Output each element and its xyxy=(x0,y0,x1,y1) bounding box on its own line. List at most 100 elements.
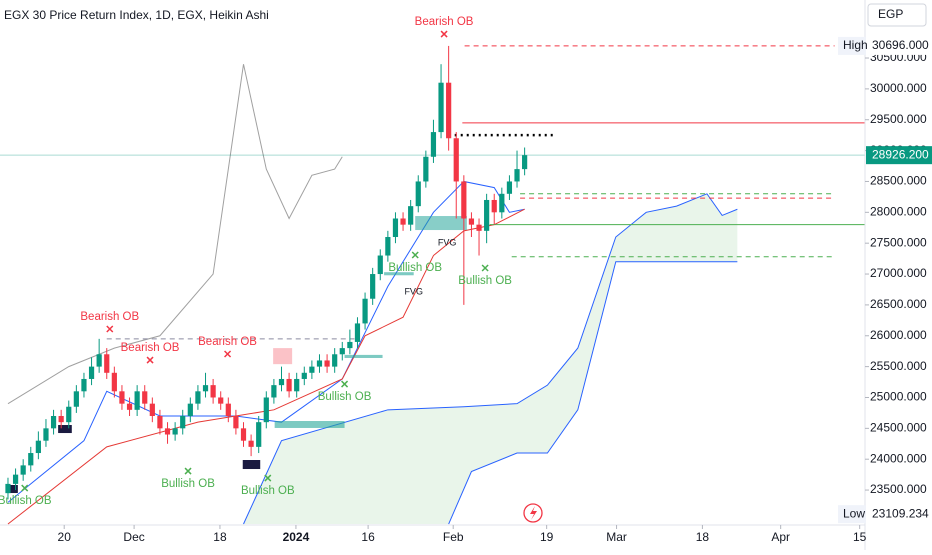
y-tick-label: 28500.000 xyxy=(870,174,927,188)
candle-body xyxy=(210,385,216,398)
candle-body xyxy=(50,416,57,429)
candle-body xyxy=(415,181,421,207)
candle-body xyxy=(66,406,72,423)
last-box xyxy=(866,146,932,165)
annotation: Bearish OB xyxy=(415,16,474,28)
annotation: FVG xyxy=(438,237,457,247)
candle-body xyxy=(514,169,520,182)
event-icon[interactable] xyxy=(523,503,543,523)
annotation: Bullish OB xyxy=(458,275,512,287)
x-tick-label: 18 xyxy=(696,530,710,544)
candle-body xyxy=(476,224,482,231)
candle-body xyxy=(248,440,254,447)
y-tick-label: 24000.000 xyxy=(870,451,927,465)
candle-body xyxy=(218,397,224,404)
candle-body xyxy=(377,255,383,275)
y-tick-label: 23500.000 xyxy=(870,482,927,496)
zone xyxy=(242,460,261,470)
low-name-box xyxy=(838,505,866,524)
candle-body xyxy=(324,360,330,367)
y-tick-label: 30000.000 xyxy=(870,81,927,95)
x-tick-label: Feb xyxy=(443,530,464,544)
ob-marker xyxy=(146,356,154,364)
zone xyxy=(274,420,345,428)
candle-body xyxy=(271,385,277,398)
candle-body xyxy=(309,366,315,373)
candle-body xyxy=(180,416,186,429)
candle-body xyxy=(491,199,497,213)
y-tick-label: 27500.000 xyxy=(870,235,927,249)
y-tick-label: 29500.000 xyxy=(870,112,927,126)
candle-body xyxy=(506,181,513,194)
candle-body xyxy=(164,428,171,435)
candle-body xyxy=(263,397,269,423)
candle-body xyxy=(88,366,95,379)
candle-body xyxy=(484,199,490,231)
zone xyxy=(273,348,293,365)
candle-body xyxy=(438,82,444,133)
candle-body xyxy=(81,378,87,392)
candle-body xyxy=(301,372,307,379)
low-name: Low xyxy=(843,506,865,520)
annotation: Bullish OB xyxy=(318,391,372,403)
annotation: FVG xyxy=(404,286,423,296)
currency-box[interactable] xyxy=(867,3,927,27)
candle-body xyxy=(294,378,300,392)
candle-body xyxy=(12,474,19,484)
candle-body xyxy=(104,354,110,373)
candle-body xyxy=(187,403,193,417)
x-tick-label: 19 xyxy=(540,530,554,544)
candle-body xyxy=(157,416,163,429)
candle-body xyxy=(240,428,247,441)
ob-marker xyxy=(440,30,448,38)
candle-body xyxy=(58,416,64,423)
candle-body xyxy=(499,193,505,213)
y-tick-label: 26500.000 xyxy=(870,297,927,311)
candle-body xyxy=(202,385,209,392)
x-tick-label: Apr xyxy=(771,530,790,544)
low-label: 23109.234 xyxy=(872,506,929,520)
ob-marker xyxy=(21,484,29,492)
candle-body xyxy=(225,403,231,417)
candle-body xyxy=(354,323,361,342)
zone xyxy=(384,272,414,276)
high-label: 30696.000 xyxy=(872,38,929,52)
ob-marker xyxy=(224,350,232,358)
candle-body xyxy=(385,237,391,256)
zone xyxy=(7,485,18,494)
candle-body xyxy=(5,483,11,494)
annotation: Bearish OB xyxy=(121,342,180,354)
y-tick-label: 25000.000 xyxy=(870,390,927,404)
candle-body xyxy=(286,378,292,392)
candle-body xyxy=(468,218,475,225)
candle-body xyxy=(149,403,155,417)
ob-marker xyxy=(411,251,419,259)
candle-body xyxy=(453,138,459,182)
candle-body xyxy=(134,391,140,410)
candle-body xyxy=(233,416,239,429)
y-tick-label: 24500.000 xyxy=(870,421,927,435)
y-tick-label: 28000.000 xyxy=(870,204,927,218)
candle-body xyxy=(339,348,345,355)
zone xyxy=(344,354,383,358)
currency[interactable]: EGP xyxy=(878,7,903,21)
candle-body xyxy=(400,218,406,225)
annotation: Bullish OB xyxy=(161,478,215,490)
x-tick-label: Dec xyxy=(123,530,144,544)
annotation: Bearish OB xyxy=(198,336,257,348)
candle-body xyxy=(20,465,26,475)
high-name: High xyxy=(843,38,868,52)
candle-body xyxy=(446,82,452,139)
cloud-fill xyxy=(243,193,738,525)
candle-body xyxy=(347,341,353,349)
annotation: Bullish OB xyxy=(241,485,295,497)
zone xyxy=(415,216,467,231)
candle-body xyxy=(522,155,528,170)
ob-marker xyxy=(106,325,114,333)
back-layer xyxy=(0,45,865,525)
candle-body xyxy=(111,372,117,392)
candle-body xyxy=(43,428,49,441)
candle-body xyxy=(35,440,41,454)
